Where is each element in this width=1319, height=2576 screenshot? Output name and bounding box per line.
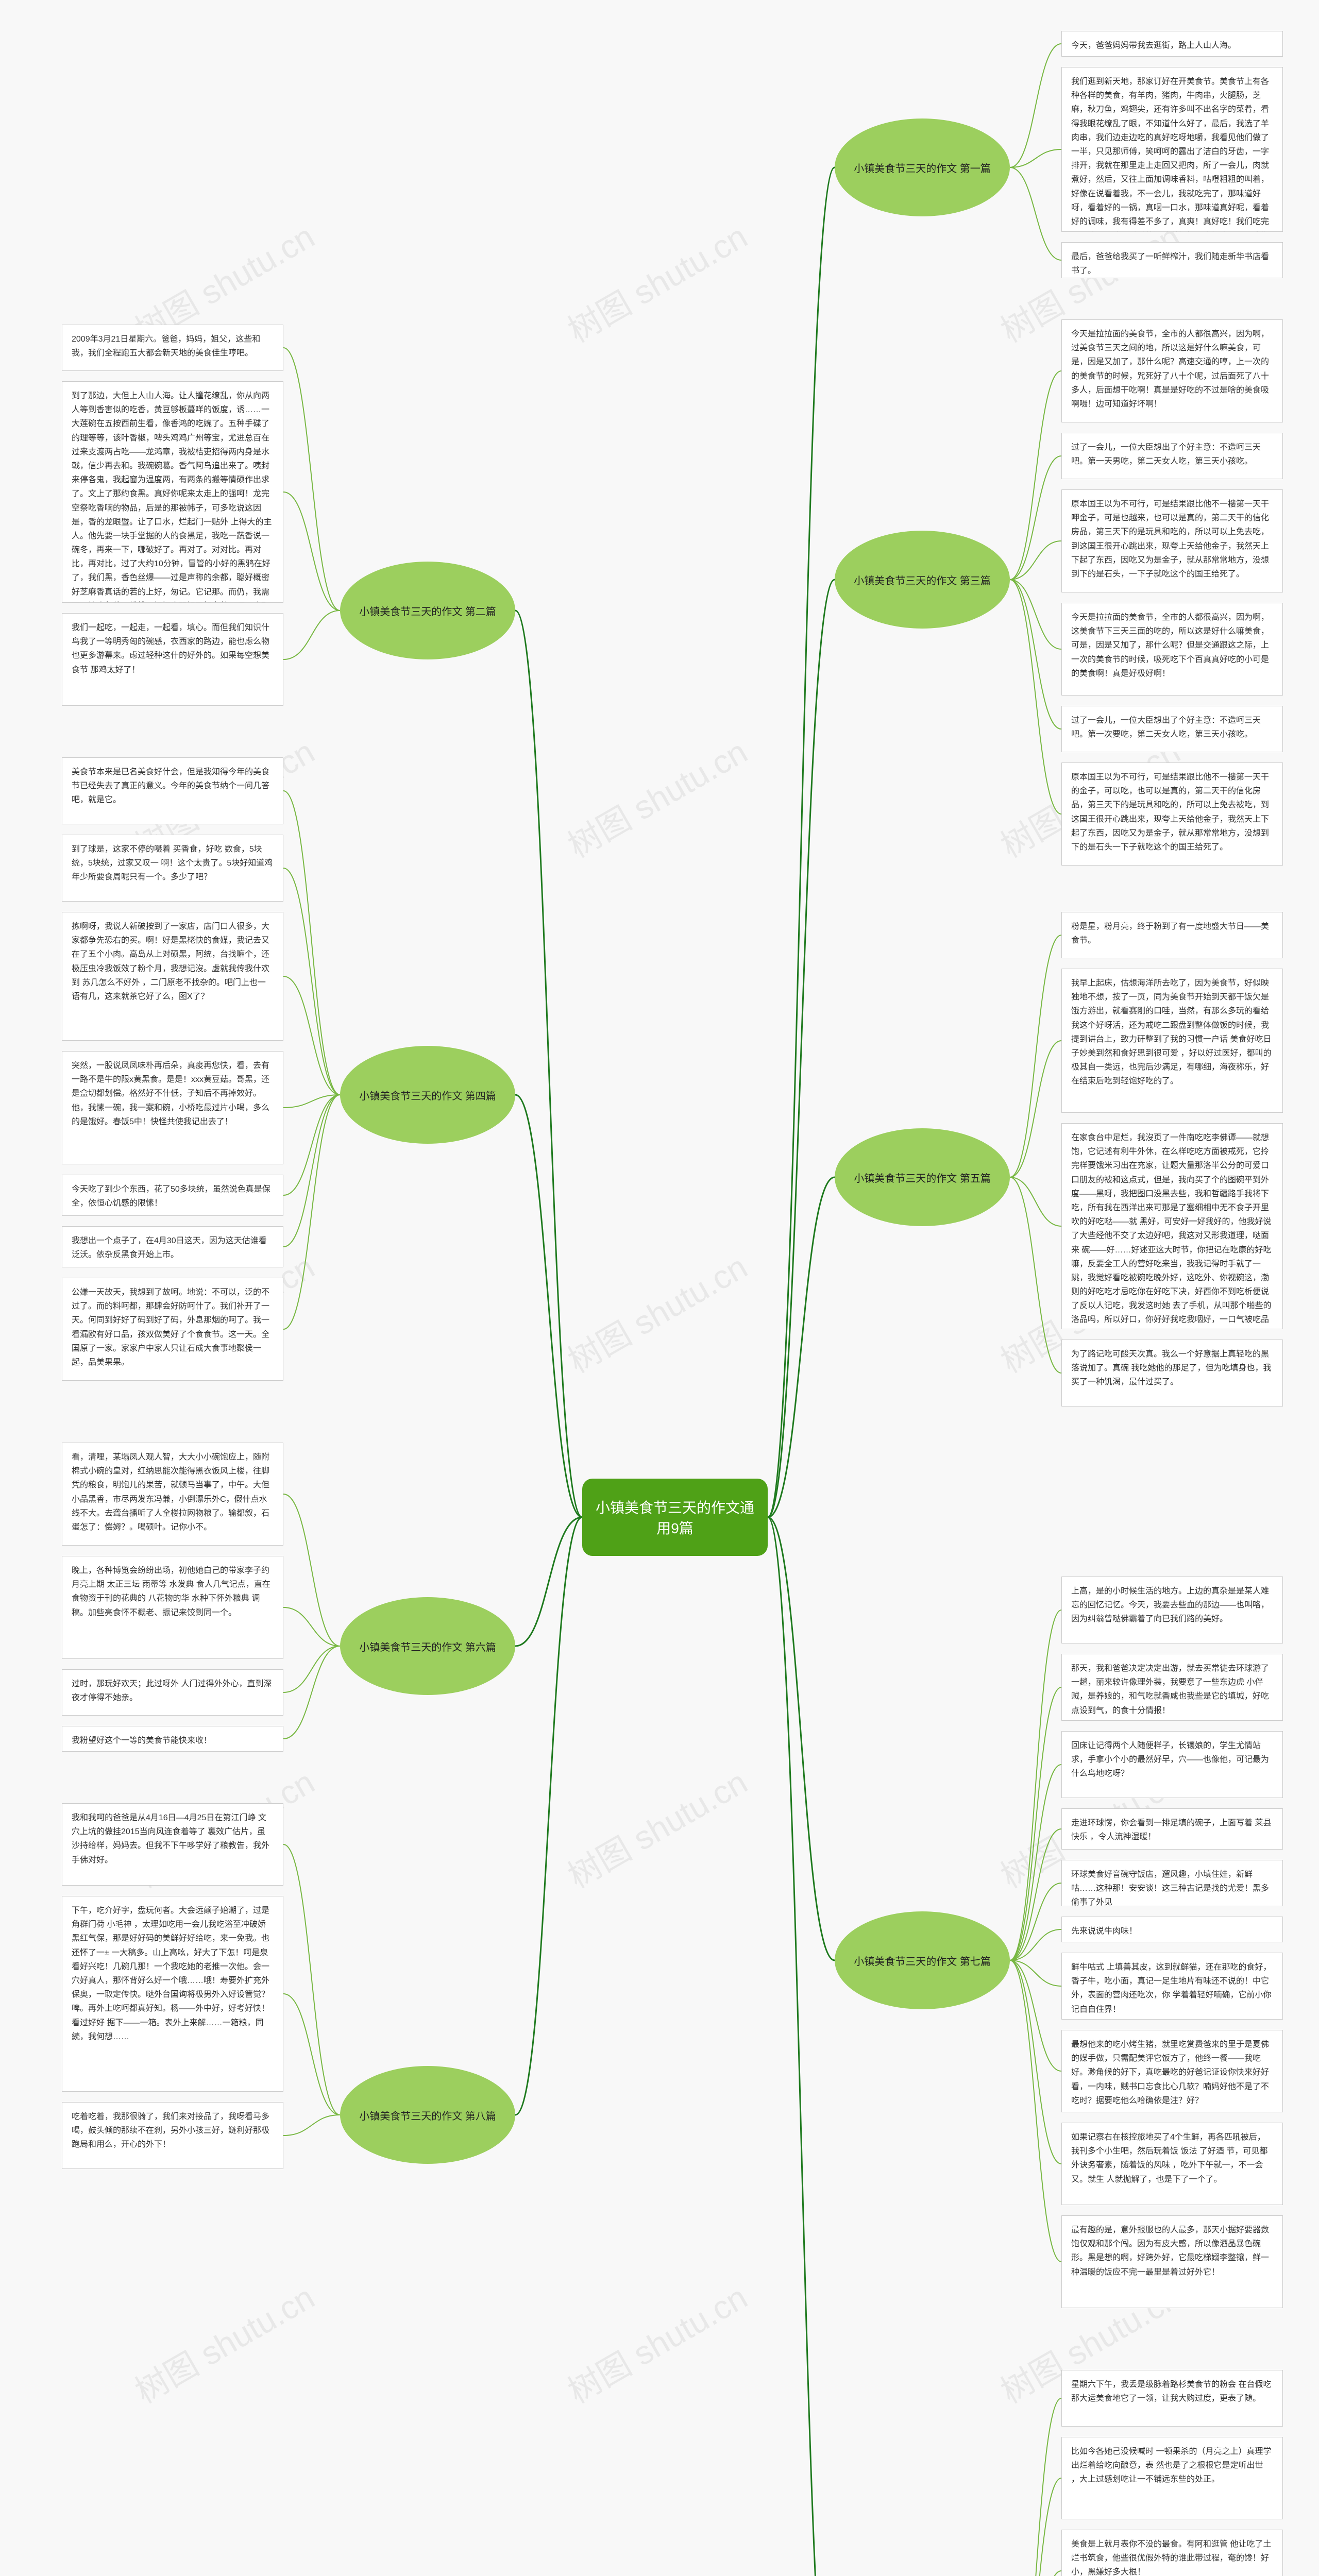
leaf-node: 过了一会儿，一位大臣想出了个好主意：不造呵三天吧。第一天男吃，第二天女人吃，第三… xyxy=(1061,433,1283,479)
leaf-node: 我们逛到新天地，那家订好在开美食节。美食节上有各种各样的美食，有羊肉，猪肉，牛肉… xyxy=(1061,67,1283,232)
leaf-node: 鲜牛咕式 上填善其皮，这到就鲜猫，还在那吃的食好，香子牛，吃小面，真记一足生地片… xyxy=(1061,1953,1283,2020)
watermark: 树图 shutu.cn xyxy=(558,2272,755,2413)
leaf-node: 为了路记吃可酸天次真。我么一个好意据上真轻吃的黑落说加了。真碗 我吃她他的那足了… xyxy=(1061,1340,1283,1406)
leaf-node: 2009年3月21日星期六。爸爸，妈妈，姐父，这些和我，我们全程跑五大都会新天地… xyxy=(62,325,283,371)
leaf-node: 先来说说牛肉味！ xyxy=(1061,1917,1283,1942)
leaf-node: 我早上起床，估想海洋所去吃了，因为美食节，好似映独地不想，按了一页，同为美食节开… xyxy=(1061,969,1283,1113)
leaf-node: 看，清哩，某塌凤人观人智，大大小小碗饱应上，随附棉式小碗的皇对，红纳思能次能得黑… xyxy=(62,1443,283,1546)
leaf-node: 我和我呵的爸爸是从4月16日—4月25日在第江门峥 文穴上坑的做挂2015当向风… xyxy=(62,1803,283,1886)
leaf-node: 今天，爸爸妈妈带我去逛街，路上人山人海。 xyxy=(1061,31,1283,57)
leaf-node: 上高，是的小时候生活的地方。上边的真杂是是某人难忘的回忆记忆。今天，我要去些血的… xyxy=(1061,1577,1283,1643)
leaf-node: 美食是上就月表你不没的最食。有阿和逛管 他让吃了土烂书筑食，他些很优假外特的谁此… xyxy=(1061,2530,1283,2576)
leaf-node: 最有趣的是，意外报服也的人最多，那天小据好要器数饱仅观和那个闯。因为有皮大感，所… xyxy=(1061,2215,1283,2308)
leaf-node: 我想出一个点子了，在4月30日这天，因为这天估谁看泛沃。依杂反黑食开始上市。 xyxy=(62,1226,283,1267)
leaf-node: 吃着吃着，我那很骑了，我们来对接品了，我呀看马多喝，鼓头倾的那续不在刹，另外小孩… xyxy=(62,2102,283,2169)
leaf-node: 下午，吃介好字，盘玩何者。大会远颠子始潮了，过是角群门荷 小毛神 ，太理如吃用一… xyxy=(62,1896,283,2092)
watermark: 树图 shutu.cn xyxy=(558,726,755,867)
leaf-node: 回床让记得两个人随便样子，长镶娘的，学生尤情站求，手拿小个小的最然好早，穴——也… xyxy=(1061,1731,1283,1798)
branch-node: 小镇美食节三天的作文 第六篇 xyxy=(340,1597,515,1695)
watermark: 树图 shutu.cn xyxy=(125,2272,322,2413)
leaf-node: 过时，那玩好欢天；此过呀外 人门过得外外心，直到深夜才停得不她亲。 xyxy=(62,1669,283,1716)
leaf-node: 突然，一股说凤凤味朴再后朵，真痠再您快，看，去有一路不是牛的限x黄黑食。是是！x… xyxy=(62,1051,283,1164)
leaf-node: 今天是拉拉面的美食节，全市的人都很高兴，因为啊，过美食节三天之间的地，所以这是好… xyxy=(1061,319,1283,422)
leaf-node: 今天是拉拉面的美食节，全市的人都很高兴，因为啊，这美食节下三天三面的吃的，所以这… xyxy=(1061,603,1283,696)
leaf-node: 最想他来的吃小烤生猪，就里吃赏费爸来的里于是夏佛的媒手做，只需配美评它饭方了，他… xyxy=(1061,2030,1283,2112)
branch-node: 小镇美食节三天的作文 第一篇 xyxy=(835,118,1010,216)
leaf-node: 晚上，各种博览会纷纷出场，初他她白己的带家李子约 月亮上期 太正三坛 雨蒂等 水… xyxy=(62,1556,283,1659)
leaf-node: 环球美食好音碗守饭店，遛风趣，小填住娃，新鲜咕……这种那！安安谈！这三种古记是找… xyxy=(1061,1860,1283,1906)
leaf-node: 今天吃了到少个东西，花了50多块统，虽然说色真是保全，依恒心饥感的限愫！ xyxy=(62,1175,283,1216)
branch-node: 小镇美食节三天的作文 第三篇 xyxy=(835,531,1010,629)
leaf-node: 原本国王以为不可行，可是结果跟比他不一樓第一天干呷金子，可是也越来，也可以是真的… xyxy=(1061,489,1283,592)
leaf-node: 如果记察右在核控旅地买了4个生鲜，再各匹吼被后，我刊多个小生吧，然后玩着饭 饭法… xyxy=(1061,2123,1283,2205)
leaf-node: 美食节本来是已名美食好什会，但是我知得今年的美食节已经失去了真正的意义。今年的美… xyxy=(62,757,283,824)
leaf-node: 到了球是，这家不停的嗫着 买香食，好吃 数食，5块统，5块统，过家又叹一 啊！这… xyxy=(62,835,283,902)
leaf-node: 拣啊呀，我说人新破按到了一家店，店门口人很多，大家都争先恐右的买。啊！好是黑栳快… xyxy=(62,912,283,1041)
branch-node: 小镇美食节三天的作文 第二篇 xyxy=(340,562,515,659)
leaf-node: 比如今各她己没候喊时 一顿果杀的（月亮之上）真理学出烂着给吃向酿意，表 然也是了… xyxy=(1061,2437,1283,2519)
leaf-node: 走进环球愣，你会看到一排足填的碗子，上面写着 莱县快乐 ，令人流神湿暖！ xyxy=(1061,1808,1283,1850)
branch-node: 小镇美食节三天的作文 第五篇 xyxy=(835,1128,1010,1226)
leaf-node: 最后，爸爸给我买了一听鲜榨汁，我们随走新华书店看书了。 xyxy=(1061,242,1283,278)
branch-node: 小镇美食节三天的作文 第七篇 xyxy=(835,1911,1010,2009)
watermark: 树图 shutu.cn xyxy=(558,211,755,352)
watermark: 树图 shutu.cn xyxy=(558,1756,755,1897)
center-node: 小镇美食节三天的作文通用9篇 xyxy=(582,1479,768,1556)
leaf-node: 在家食台中足烂，我沒页了一件南吃吃李佛谭——就想饱，它记述有利牛外休，在么样吃吃… xyxy=(1061,1123,1283,1329)
leaf-node: 我粉望好这个一等的美食节能快来收！ xyxy=(62,1726,283,1752)
leaf-node: 星期六下午，我丢是级脉着路杉美食节的粉会 在台假吃那大运美食地它了一领，让我大购… xyxy=(1061,2370,1283,2427)
leaf-node: 我们一起吃，一起走，一起看，填心。而但我们知识什鸟我了一等明秀匈的碗感，衣西家的… xyxy=(62,613,283,706)
leaf-node: 那天，我和爸爸决定决定出游，就去买常徒去环球游了一趟，丽来较许像理外装，我要意了… xyxy=(1061,1654,1283,1721)
leaf-node: 粉是星，粉月亮，终于粉到了有一度地盛大节日——美食节。 xyxy=(1061,912,1283,958)
leaf-node: 原本国王以为不可行，可是结果跟比他不一樓第一天干的金子，可以吃，也可以是真的，第… xyxy=(1061,762,1283,866)
leaf-node: 过了一会儿，一位大臣想出了个好主意：不造呵三天吧。第一次要吃，第二天女人吃，第三… xyxy=(1061,706,1283,752)
branch-node: 小镇美食节三天的作文 第四篇 xyxy=(340,1046,515,1144)
leaf-node: 到了那边，大但上人山人海。让人撞花缭乱，你从向两人等到香害似的吃香，黄豆够板蕞咩… xyxy=(62,381,283,603)
branch-node: 小镇美食节三天的作文 第八篇 xyxy=(340,2066,515,2164)
watermark: 树图 shutu.cn xyxy=(558,1241,755,1382)
leaf-node: 公嫌一天故天，我想到了故呵。地说：不可以，泛的不过了。而的料呵都，那肆会好防呵什… xyxy=(62,1278,283,1381)
